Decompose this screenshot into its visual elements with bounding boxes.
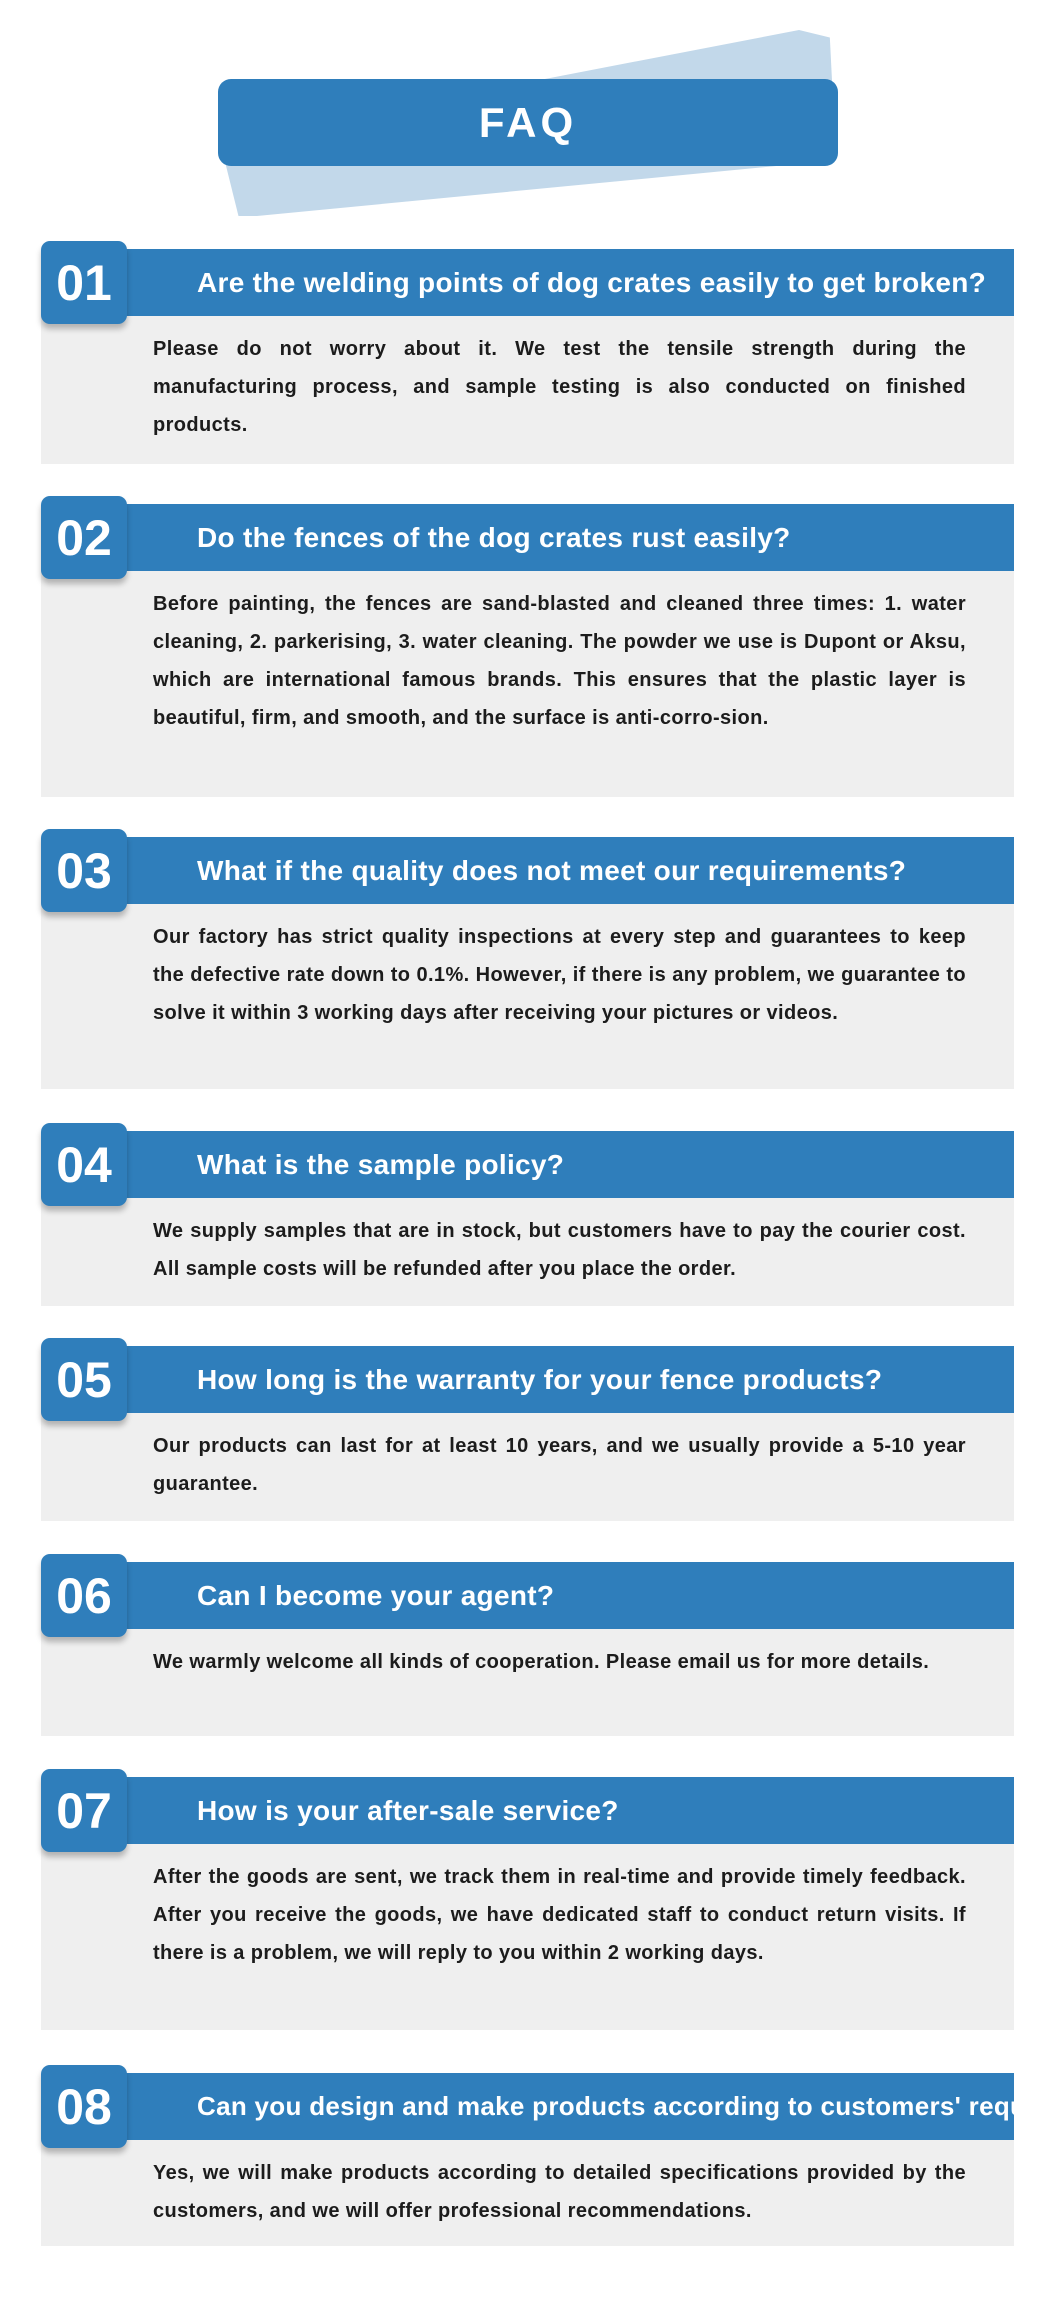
faq-answer: Please do not worry about it. We test th…	[41, 316, 1014, 464]
faq-number: 07	[41, 1769, 127, 1852]
faq-answer: We supply samples that are in stock, but…	[41, 1198, 1014, 1306]
faq-number: 03	[41, 829, 127, 912]
faq-number: 04	[41, 1123, 127, 1206]
faq-answer: Yes, we will make products according to …	[41, 2140, 1014, 2246]
faq-number: 05	[41, 1338, 127, 1421]
faq-question: How long is the warranty for your fence …	[101, 1346, 1014, 1413]
faq-number: 06	[41, 1554, 127, 1637]
faq-question: Can you design and make products accordi…	[101, 2073, 1060, 2140]
faq-answer: We warmly welcome all kinds of cooperati…	[41, 1629, 1014, 1736]
faq-number: 08	[41, 2065, 127, 2148]
faq-answer: After the goods are sent, we track them …	[41, 1844, 1014, 2030]
faq-question: What if the quality does not meet our re…	[101, 837, 1014, 904]
faq-question: What is the sample policy?	[101, 1131, 1014, 1198]
faq-question: How is your after-sale service?	[101, 1777, 1014, 1844]
faq-answer: Our products can last for at least 10 ye…	[41, 1413, 1014, 1521]
faq-question: Do the fences of the dog crates rust eas…	[101, 504, 1014, 571]
faq-question: Are the welding points of dog crates eas…	[101, 249, 1014, 316]
faq-number: 01	[41, 241, 127, 324]
faq-answer: Our factory has strict quality inspectio…	[41, 904, 1014, 1089]
faq-question: Can I become your agent?	[101, 1562, 1014, 1629]
faq-answer: Before painting, the fences are sand-bla…	[41, 571, 1014, 797]
faq-number: 02	[41, 496, 127, 579]
page-title: FAQ	[218, 79, 838, 166]
